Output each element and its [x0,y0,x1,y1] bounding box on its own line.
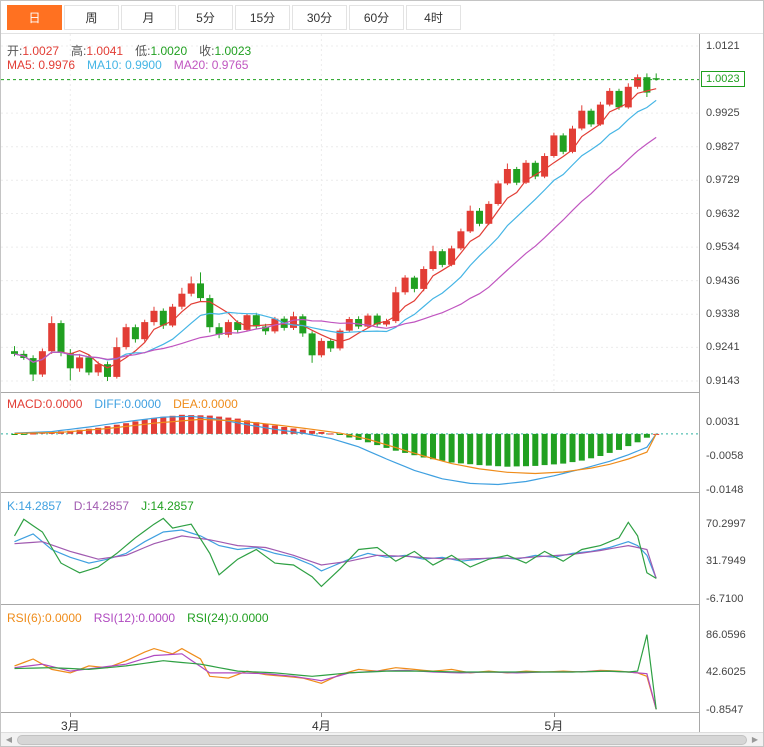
ma10-value: MA10: 0.9900 [87,58,162,72]
plot-column: 开:1.0027 高:1.0041 低:1.0020 收:1.0023 MA5: 0.… [1,34,700,734]
tab-15min[interactable]: 15分 [235,4,290,30]
scroll-right-button[interactable]: ▶ [751,735,759,744]
macd-value: MACD:0.0000 [7,397,83,411]
y-axis-label: 0.9925 [706,107,740,120]
k-value: K:14.2857 [7,499,62,513]
ma5-value: MA5: 0.9976 [7,58,76,72]
kdj-readout: K:14.2857 D:14.2857 J:14.2857 [7,499,194,513]
rsi24-value: RSI(24):0.0000 [187,611,269,625]
dea-value: DEA:0.0000 [173,397,238,411]
rsi12-value: RSI(12):0.0000 [93,611,176,625]
kdj-chart-canvas[interactable] [1,493,699,604]
x-axis: 3月 4月 5月 [1,713,699,734]
tab-5min[interactable]: 5分 [178,4,233,30]
tab-day[interactable]: 日 [7,4,62,30]
close-label: 收: [199,44,215,58]
ohlc-readout: 开:1.0027 高:1.0041 低:1.0020 收:1.0023 [7,42,251,59]
macd-panel[interactable]: MACD:0.0000 DIFF:0.0000 DEA:0.0000 [1,393,699,493]
period-toolbar: 日周月 5分 15分 30分 60分 4时 [1,1,763,34]
chart-content: 开:1.0027 高:1.0041 低:1.0020 收:1.0023 MA5: 0.… [1,34,763,734]
kdj-panel[interactable]: K:14.2857 D:14.2857 J:14.2857 [1,493,699,605]
y-axis-label: 42.6025 [706,666,746,679]
tab-60min[interactable]: 60分 [349,4,404,30]
y-axis-label: 0.9241 [706,341,740,354]
x-axis-tick [70,713,72,717]
tab-month[interactable]: 月 [121,4,176,30]
rsi-panel[interactable]: RSI(6):0.0000 RSI(12):0.0000 RSI(24):0.000… [1,605,699,713]
close-value: 1.0023 [214,44,252,58]
y-axis-label: 70.2997 [706,517,746,530]
price-chart-canvas[interactable] [1,34,699,392]
d-value: D:14.2857 [73,499,130,513]
macd-readout: MACD:0.0000 DIFF:0.0000 DEA:0.0000 [7,397,238,411]
y-axis-label: 0.9143 [706,375,740,387]
y-axis-label: 86.0596 [706,628,746,641]
ma-readout: MA5: 0.9976 MA10: 0.9900 MA20: 0.9765 [7,58,248,72]
low-label: 低: [135,44,151,58]
price-panel[interactable]: 开:1.0027 高:1.0041 低:1.0020 收:1.0023 MA5: 0.… [1,34,699,393]
j-value: J:14.2857 [141,499,194,513]
x-axis-label: 4月 [312,719,331,733]
y-axis-label: -6.7100 [706,592,744,605]
x-axis-label: 5月 [544,719,564,733]
y-axis-label: 0.9632 [706,207,740,220]
last-price-tag: 1.0023 [701,70,745,87]
tab-4hour[interactable]: 4时 [406,4,461,30]
high-label: 高: [71,44,87,58]
y-axis-label: -0.0058 [706,449,744,462]
macd-chart-canvas[interactable] [1,393,699,492]
high-value: 1.0041 [86,44,124,58]
y-axis-label: 0.9436 [706,274,740,287]
scrollbar-thumb[interactable] [17,734,747,745]
y-axis-label: 0.0031 [706,416,740,429]
rsi-chart-canvas[interactable] [1,605,699,712]
chart-scrollbar[interactable]: ◀ ▶ [1,732,763,746]
tab-week[interactable]: 周 [64,4,119,30]
open-label: 开: [7,44,23,58]
y-axis-label: -0.0148 [706,484,744,497]
y-axis-label: 0.9827 [706,140,740,153]
diff-value: DIFF:0.0000 [94,397,162,411]
low-value: 1.0020 [150,44,188,58]
scrollbar-track[interactable] [17,734,747,745]
ma20-value: MA20: 0.9765 [173,58,249,72]
x-axis-label: 3月 [60,719,80,733]
rsi-readout: RSI(6):0.0000 RSI(12):0.0000 RSI(24):0.000… [7,611,269,625]
y-axis-label: 31.7949 [706,555,746,568]
y-axis-label: -0.8547 [706,704,744,716]
x-axis-tick [553,713,555,717]
y-axis-label: 1.0121 [706,40,740,52]
scroll-left-button[interactable]: ◀ [5,735,13,744]
y-axis: 1.0023 1.0121 0.9925 0.9827 0.9729 0.9632 0.9… [700,34,763,734]
rsi6-value: RSI(6):0.0000 [7,611,82,625]
y-axis-label: 0.9338 [706,308,740,321]
tab-30min[interactable]: 30分 [292,4,347,30]
open-value: 1.0027 [22,44,60,58]
x-axis-tick [321,713,323,717]
y-axis-label: 0.9729 [706,174,740,187]
y-axis-label: 0.9534 [706,241,740,254]
